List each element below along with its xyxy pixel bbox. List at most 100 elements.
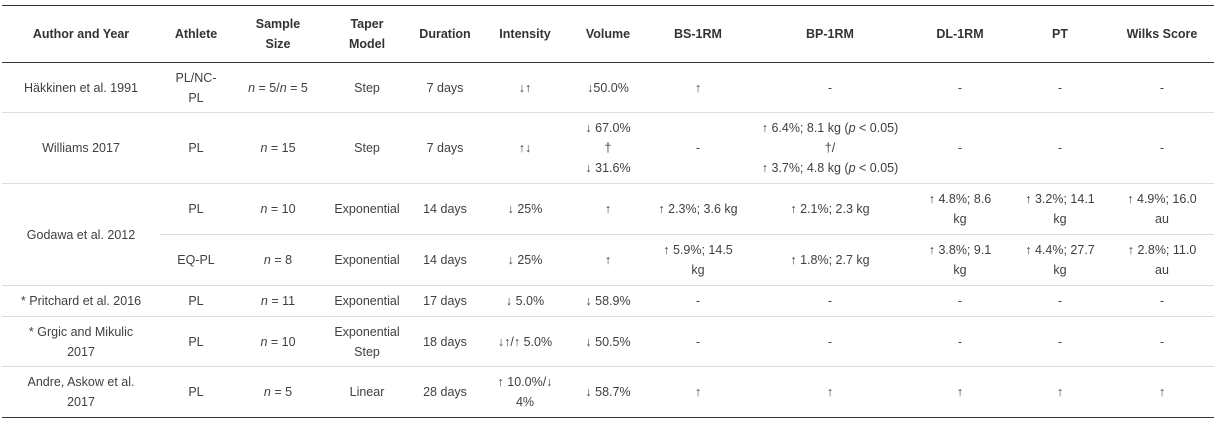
cell-author: Godawa et al. 2012 (2, 183, 160, 286)
header-wilks-score: Wilks Score (1110, 5, 1214, 63)
cell-dl-1rm: - (910, 316, 1010, 367)
sample-value: = 10 (267, 202, 296, 216)
cell-intensity: ↓ 5.0% (480, 285, 570, 317)
cell-intensity: ↑↓ (480, 112, 570, 184)
cell-bp-1rm: ↑ 2.1%; 2.3 kg (750, 183, 910, 235)
cell-dl-1rm: ↑ 3.8%; 9.1 kg (910, 234, 1010, 286)
header-pt: PT (1010, 5, 1110, 63)
cell-sample-size: n = 5/n = 5 (232, 62, 324, 113)
cell-taper-model: Exponential Step (324, 316, 410, 367)
cell-author: * Pritchard et al. 2016 (2, 285, 160, 317)
cell-pt: ↑ 4.4%; 27.7 kg (1010, 234, 1110, 286)
cell-dl-1rm: ↑ 4.8%; 8.6 kg (910, 183, 1010, 235)
cell-bs-1rm: - (646, 112, 750, 184)
header-sample-size: Sample Size (232, 5, 324, 63)
bp-line-3-pvalue: < 0.05) (855, 161, 899, 175)
table-row: EQ-PL n = 8 Exponential 14 days ↓ 25% ↑ … (2, 234, 1214, 286)
cell-athlete: PL/NC- PL (160, 62, 232, 113)
table-row: Godawa et al. 2012 PL n = 10 Exponential… (2, 183, 1214, 286)
cell-sample-size: n = 15 (232, 112, 324, 184)
cell-dl-1rm: - (910, 112, 1010, 184)
cell-pt: - (1010, 316, 1110, 367)
cell-sample-size: n = 10 (232, 183, 324, 235)
sample-value: = 8 (270, 253, 293, 267)
header-duration: Duration (410, 5, 480, 63)
cell-duration: 7 days (410, 112, 480, 184)
header-dl-1rm: DL-1RM (910, 5, 1010, 63)
header-athlete: Athlete (160, 5, 232, 63)
header-volume: Volume (570, 5, 646, 63)
cell-duration: 18 days (410, 316, 480, 367)
cell-volume: ↓ 50.5% (570, 316, 646, 367)
cell-taper-model: Exponential (324, 285, 410, 317)
cell-bp-1rm: ↑ 6.4%; 8.1 kg (p < 0.05) †/ ↑ 3.7%; 4.8… (750, 112, 910, 184)
cell-athlete: PL (160, 285, 232, 317)
cell-taper-model: Exponential (324, 234, 410, 286)
cell-author: * Grgic and Mikulic 2017 (2, 316, 160, 367)
sample-value: = 10 (267, 334, 296, 349)
n-symbol: n (260, 294, 268, 308)
sample-value: = 5/ (255, 80, 280, 95)
cell-sample-size: n = 10 (232, 316, 324, 367)
p-symbol: p (848, 161, 856, 175)
cell-author: Häkkinen et al. 1991 (2, 62, 160, 113)
header-row: Author and Year Athlete Sample Size Tape… (2, 5, 1214, 63)
taper-studies-table: Author and Year Athlete Sample Size Tape… (2, 5, 1214, 418)
sample-value: = 15 (267, 141, 296, 155)
cell-taper-model: Step (324, 62, 410, 113)
sample-value: = 5 (286, 80, 308, 95)
header-intensity: Intensity (480, 5, 570, 63)
table-row: * Pritchard et al. 2016 PL n = 11 Expone… (2, 285, 1214, 317)
bp-line-1-text: ↑ 6.4%; 8.1 kg ( (761, 121, 849, 135)
p-symbol: p (848, 121, 856, 135)
cell-taper-model: Linear (324, 366, 410, 418)
cell-duration: 28 days (410, 366, 480, 418)
cell-volume: ↓ 67.0% † ↓ 31.6% (570, 112, 646, 184)
sample-value: = 5 (270, 385, 293, 399)
cell-bs-1rm: - (646, 285, 750, 317)
cell-volume: ↓ 58.9% (570, 285, 646, 317)
cell-wilks-score: - (1110, 285, 1214, 317)
header-author: Author and Year (2, 5, 160, 63)
cell-athlete: PL (160, 366, 232, 418)
cell-dl-1rm: - (910, 62, 1010, 113)
cell-bs-1rm: ↑ (646, 366, 750, 418)
cell-volume: ↑ (570, 234, 646, 286)
cell-bp-1rm: ↑ 1.8%; 2.7 kg (750, 234, 910, 286)
cell-bs-1rm: ↑ 5.9%; 14.5 kg (646, 234, 750, 286)
cell-wilks-score: - (1110, 62, 1214, 113)
bp-line-1-pvalue: < 0.05) (855, 121, 899, 135)
cell-author: Andre, Askow et al. 2017 (2, 366, 160, 418)
cell-pt: ↑ 3.2%; 14.1 kg (1010, 183, 1110, 235)
cell-athlete: EQ-PL (160, 234, 232, 286)
cell-wilks-score: - (1110, 112, 1214, 184)
cell-volume: ↓50.0% (570, 62, 646, 113)
cell-wilks-score: ↑ (1110, 366, 1214, 418)
table-row: Häkkinen et al. 1991 PL/NC- PL n = 5/n =… (2, 62, 1214, 113)
table-row: * Grgic and Mikulic 2017 PL n = 10 Expon… (2, 316, 1214, 367)
cell-bp-1rm: - (750, 62, 910, 113)
n-symbol: n (263, 253, 271, 267)
cell-bs-1rm: ↑ (646, 62, 750, 113)
header-taper-model: Taper Model (324, 5, 410, 63)
cell-bs-1rm: - (646, 316, 750, 367)
cell-athlete: PL (160, 316, 232, 367)
cell-intensity: ↓ 25% (480, 183, 570, 235)
cell-pt: ↑ (1010, 366, 1110, 418)
cell-athlete: PL (160, 183, 232, 235)
bp-line-2: †/ (824, 141, 836, 155)
bp-line-3: ↑ 3.7%; 4.8 kg (p < 0.05) (754, 158, 906, 178)
header-bp-1rm: BP-1RM (750, 5, 910, 63)
cell-taper-model: Exponential (324, 183, 410, 235)
cell-dl-1rm: - (910, 285, 1010, 317)
cell-duration: 17 days (410, 285, 480, 317)
header-bs-1rm: BS-1RM (646, 5, 750, 63)
cell-athlete: PL (160, 112, 232, 184)
cell-intensity: ↓↑ (480, 62, 570, 113)
cell-duration: 14 days (410, 183, 480, 235)
sample-value: = 11 (267, 294, 296, 308)
n-symbol: n (263, 385, 271, 399)
bp-line-1: ↑ 6.4%; 8.1 kg (p < 0.05) (754, 118, 906, 138)
cell-pt: - (1010, 285, 1110, 317)
cell-intensity: ↓↑/↑ 5.0% (480, 316, 570, 367)
